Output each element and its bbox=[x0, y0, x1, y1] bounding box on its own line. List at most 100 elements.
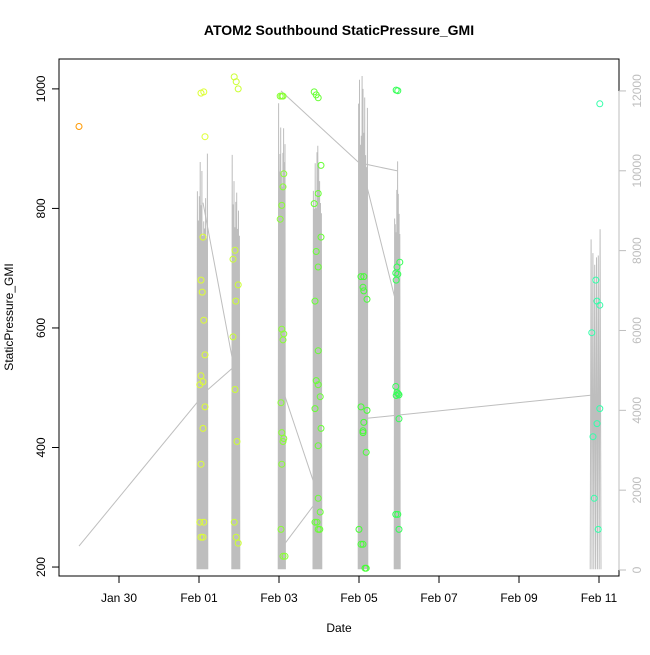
pressure-data-point bbox=[357, 273, 365, 281]
pressure-data-point bbox=[199, 533, 207, 541]
pressure-data-point bbox=[394, 87, 402, 95]
pressure-data-point bbox=[278, 460, 286, 468]
altitude-profile-burst bbox=[196, 153, 209, 570]
pressure-data-point bbox=[392, 392, 400, 399]
pressure-data-point bbox=[395, 525, 403, 533]
pressure-data-point bbox=[395, 415, 403, 423]
y2-tick-label: 10000 bbox=[630, 154, 644, 188]
pressure-data-point bbox=[234, 85, 242, 93]
x-tick-label: Feb 05 bbox=[340, 591, 378, 605]
y2-tick-label: 12000 bbox=[630, 74, 644, 108]
pressure-data-point bbox=[594, 525, 602, 533]
pressure-data-point bbox=[280, 170, 288, 178]
pressure-data-point bbox=[230, 518, 238, 526]
y2-tick-label: 2000 bbox=[630, 476, 644, 503]
pressure-data-point bbox=[196, 381, 204, 389]
x-tick-label: Feb 09 bbox=[500, 591, 538, 605]
pressure-data-point bbox=[362, 448, 370, 456]
pressure-data-point bbox=[590, 494, 598, 502]
altitude-line-segment bbox=[280, 90, 360, 164]
altitude-profile-burst bbox=[231, 154, 241, 570]
pressure-data-point bbox=[357, 540, 365, 548]
altitude-profile-burst bbox=[277, 103, 286, 570]
y2-tick-label: 6000 bbox=[630, 317, 644, 344]
pressure-data-point bbox=[394, 390, 402, 398]
chart-title: ATOM2 Southbound StaticPressure_GMI bbox=[204, 22, 474, 38]
pressure-data-point bbox=[311, 518, 319, 526]
pressure-data-point bbox=[355, 525, 363, 533]
pressure-data-point bbox=[317, 424, 325, 432]
pressure-data-point bbox=[316, 393, 324, 401]
pressure-data-point bbox=[360, 287, 368, 295]
pressure-data-point bbox=[313, 518, 321, 526]
x-tick-label: Feb 01 bbox=[180, 591, 218, 605]
pressure-data-point bbox=[231, 246, 239, 254]
pressure-data-point bbox=[596, 100, 604, 108]
pressure-data-point bbox=[314, 190, 322, 197]
pressure-data-point bbox=[314, 381, 322, 389]
pressure-data-point bbox=[314, 494, 322, 502]
pressure-data-point bbox=[596, 405, 604, 413]
pressure-data-point bbox=[278, 325, 286, 333]
pressure-data-point bbox=[363, 406, 371, 414]
altitude-line-layer bbox=[78, 75, 602, 570]
pressure-data-point bbox=[317, 233, 325, 241]
pressure-data-point bbox=[279, 552, 287, 560]
pressure-data-point bbox=[312, 377, 320, 385]
pressure-data-point bbox=[234, 281, 242, 289]
y2-tick-label: 8000 bbox=[630, 237, 644, 264]
pressure-data-point bbox=[311, 405, 319, 413]
altitude-profile-burst bbox=[357, 75, 369, 570]
pressure-data-point bbox=[589, 433, 597, 441]
y-tick-label: 1000 bbox=[34, 75, 48, 102]
pressure-data-point bbox=[588, 329, 596, 337]
pressure-data-point bbox=[359, 429, 367, 437]
pressure-data-point bbox=[279, 92, 287, 100]
pressure-data-point bbox=[199, 424, 207, 432]
pressure-data-point bbox=[360, 273, 368, 281]
y-tick-label: 800 bbox=[34, 198, 48, 218]
y-tick-label: 400 bbox=[34, 437, 48, 457]
pressure-data-point bbox=[314, 442, 322, 450]
pressure-data-point bbox=[281, 552, 289, 560]
pressure-data-point bbox=[232, 78, 240, 86]
pressure-data-point bbox=[197, 276, 205, 284]
pressure-data-point bbox=[311, 297, 319, 305]
pressure-data-point bbox=[395, 391, 403, 399]
altitude-line-segment bbox=[78, 390, 208, 547]
pressure-data-point bbox=[596, 301, 604, 309]
pressure-data-point bbox=[279, 336, 287, 344]
pressure-data-point bbox=[394, 510, 402, 518]
altitude-profile-burst bbox=[312, 145, 323, 570]
pressure-data-point bbox=[234, 539, 242, 547]
x-tick-label: Feb 03 bbox=[260, 591, 298, 605]
pressure-data-point bbox=[277, 399, 285, 407]
pressure-data-point bbox=[200, 88, 208, 96]
pressure-data-point bbox=[201, 403, 209, 411]
pressure-data-point bbox=[75, 123, 83, 130]
pressure-data-point bbox=[276, 215, 284, 223]
altitude-profile-burst bbox=[589, 229, 602, 570]
pressure-data-point bbox=[363, 295, 371, 303]
pressure-data-point bbox=[200, 518, 208, 526]
altitude-line-segment bbox=[366, 393, 600, 419]
pressure-data-point bbox=[312, 248, 320, 255]
y-tick-label: 600 bbox=[34, 318, 48, 338]
pressure-data-point bbox=[200, 316, 208, 324]
pressure-data-point bbox=[314, 263, 322, 271]
pressure-data-point bbox=[197, 533, 205, 541]
pressure-data-point bbox=[277, 525, 285, 533]
pressure-data-point bbox=[232, 297, 240, 305]
pressure-data-point bbox=[232, 533, 240, 541]
pressure-data-point bbox=[197, 460, 205, 468]
pressure-data-point bbox=[392, 276, 400, 284]
pressure-data-point bbox=[231, 386, 239, 393]
axes-layer: Jan 30 Feb 01 Feb 03 Feb 05 Feb 07 Feb 09 Feb … bbox=[34, 74, 644, 605]
altitude-profile-burst bbox=[393, 161, 401, 570]
pressure-data-point bbox=[233, 438, 241, 445]
pressure-data-point bbox=[201, 133, 209, 141]
pressure-data-point bbox=[392, 510, 400, 518]
pressure-points-layer bbox=[75, 73, 604, 572]
